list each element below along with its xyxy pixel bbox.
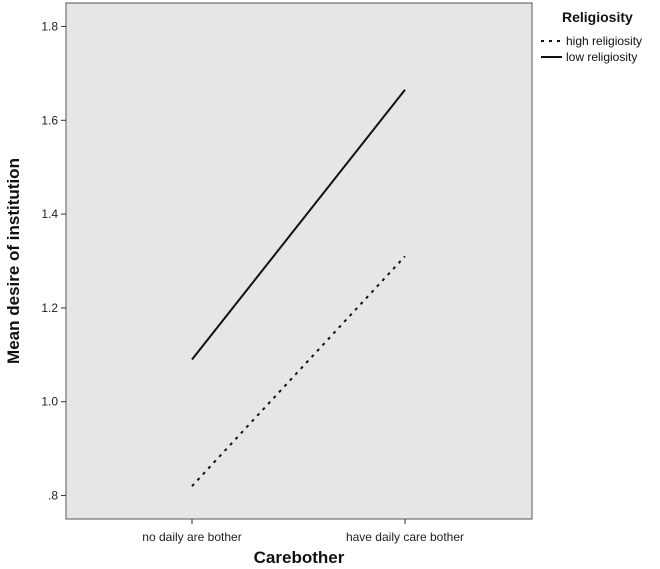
series-layer	[191, 89, 406, 487]
y-tick-label: 1.4	[41, 207, 58, 221]
legend-title: Religiosity	[562, 9, 633, 25]
x-tick-label: have daily care bother	[346, 530, 464, 544]
y-axis-title: Mean desire of institution	[4, 158, 23, 364]
plot-area	[65, 2, 533, 520]
legend: Religiosity high religiosity low religios…	[541, 9, 642, 64]
x-axis-title: Carebother	[254, 548, 345, 567]
legend-label: high religiosity	[566, 34, 642, 48]
y-tick-label: .8	[48, 489, 58, 503]
y-tick-label: 1.8	[41, 19, 58, 33]
y-tick-label: 1.2	[41, 301, 58, 315]
y-tick-label: 1.6	[41, 113, 58, 127]
y-tick-label: 1.0	[41, 395, 58, 409]
series-line-low-religiosity	[191, 89, 406, 361]
y-axis: .8 1.0 1.2 1.4 1.6 1.8	[41, 19, 66, 503]
legend-label: low religiosity	[566, 50, 637, 64]
x-tick-label: no daily are bother	[142, 530, 241, 544]
x-axis: no daily are bother have daily care bothe…	[142, 519, 464, 544]
